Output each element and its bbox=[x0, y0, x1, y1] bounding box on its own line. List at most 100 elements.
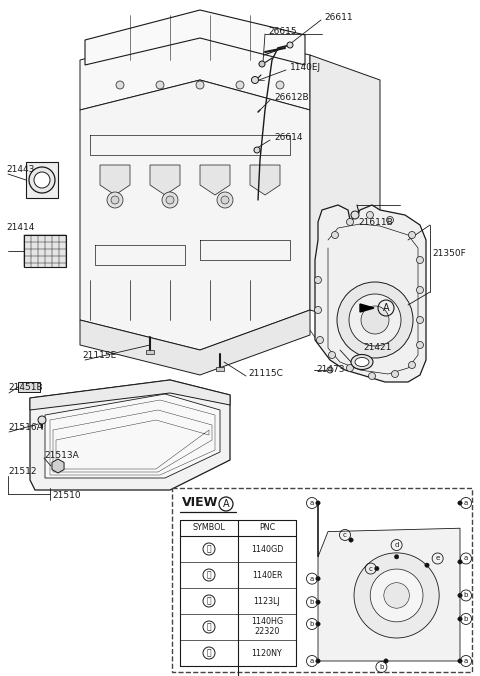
Circle shape bbox=[386, 216, 394, 224]
Text: c: c bbox=[343, 532, 347, 538]
Polygon shape bbox=[310, 55, 380, 330]
Ellipse shape bbox=[351, 354, 373, 370]
Circle shape bbox=[252, 76, 259, 84]
Polygon shape bbox=[45, 394, 220, 478]
Text: 21451B: 21451B bbox=[8, 383, 43, 392]
Text: a: a bbox=[310, 576, 314, 581]
Polygon shape bbox=[24, 235, 66, 267]
Text: a: a bbox=[464, 556, 468, 562]
Text: 21421: 21421 bbox=[363, 343, 391, 352]
Circle shape bbox=[392, 370, 398, 377]
Text: 26615: 26615 bbox=[268, 27, 297, 36]
Polygon shape bbox=[360, 304, 374, 312]
Circle shape bbox=[316, 501, 320, 505]
Circle shape bbox=[417, 287, 423, 293]
Text: c: c bbox=[369, 566, 372, 572]
Text: a: a bbox=[310, 658, 314, 664]
Circle shape bbox=[417, 341, 423, 349]
Polygon shape bbox=[80, 80, 310, 350]
Ellipse shape bbox=[355, 358, 369, 366]
Circle shape bbox=[276, 81, 284, 89]
Text: 21115C: 21115C bbox=[248, 369, 283, 378]
Text: PNC: PNC bbox=[259, 523, 275, 533]
Circle shape bbox=[337, 282, 413, 358]
Text: a: a bbox=[464, 658, 468, 664]
Text: 26611: 26611 bbox=[324, 13, 353, 22]
Circle shape bbox=[116, 81, 124, 89]
Text: b: b bbox=[310, 599, 314, 605]
Circle shape bbox=[236, 81, 244, 89]
Circle shape bbox=[316, 659, 320, 663]
Circle shape bbox=[287, 42, 293, 48]
Text: A: A bbox=[223, 499, 229, 509]
Text: 1140HG: 1140HG bbox=[251, 617, 283, 627]
Text: 1123LJ: 1123LJ bbox=[253, 596, 280, 606]
Text: ⓑ: ⓑ bbox=[207, 571, 211, 579]
Text: 21473: 21473 bbox=[316, 365, 345, 374]
Ellipse shape bbox=[29, 167, 55, 193]
Circle shape bbox=[217, 192, 233, 208]
Text: ⓔ: ⓔ bbox=[207, 648, 211, 658]
Polygon shape bbox=[216, 367, 224, 371]
Circle shape bbox=[314, 306, 322, 314]
Polygon shape bbox=[18, 382, 40, 392]
Circle shape bbox=[351, 211, 359, 219]
Circle shape bbox=[316, 577, 320, 581]
Circle shape bbox=[408, 231, 416, 239]
Circle shape bbox=[458, 560, 462, 564]
Circle shape bbox=[162, 192, 178, 208]
Text: 1120NY: 1120NY bbox=[252, 648, 282, 658]
Polygon shape bbox=[85, 10, 305, 65]
Circle shape bbox=[349, 294, 401, 346]
Text: 26612B: 26612B bbox=[274, 93, 309, 102]
Circle shape bbox=[417, 316, 423, 324]
Polygon shape bbox=[318, 503, 460, 661]
Text: 21443: 21443 bbox=[6, 165, 35, 174]
Circle shape bbox=[458, 617, 462, 621]
Circle shape bbox=[327, 367, 333, 373]
Text: 21512: 21512 bbox=[8, 467, 36, 476]
Bar bbox=[172, 488, 472, 672]
Circle shape bbox=[425, 563, 429, 567]
Circle shape bbox=[347, 364, 353, 372]
Circle shape bbox=[316, 600, 320, 604]
Text: 21516A: 21516A bbox=[8, 423, 43, 432]
Polygon shape bbox=[100, 165, 130, 195]
Circle shape bbox=[458, 659, 462, 663]
Circle shape bbox=[354, 553, 439, 638]
Text: 26614: 26614 bbox=[274, 133, 302, 142]
Circle shape bbox=[254, 147, 260, 153]
Polygon shape bbox=[200, 165, 230, 195]
Circle shape bbox=[347, 218, 353, 226]
Polygon shape bbox=[30, 380, 230, 490]
Ellipse shape bbox=[34, 172, 50, 188]
Text: SYMBOL: SYMBOL bbox=[192, 523, 226, 533]
Text: VIEW: VIEW bbox=[182, 496, 218, 509]
Circle shape bbox=[332, 231, 338, 239]
Circle shape bbox=[328, 352, 336, 358]
Text: 21350F: 21350F bbox=[432, 249, 466, 258]
Text: a: a bbox=[464, 500, 468, 506]
Circle shape bbox=[259, 61, 265, 67]
Polygon shape bbox=[80, 30, 310, 110]
Text: b: b bbox=[310, 621, 314, 627]
Circle shape bbox=[458, 594, 462, 598]
Polygon shape bbox=[26, 162, 58, 198]
Circle shape bbox=[417, 256, 423, 264]
Circle shape bbox=[316, 337, 324, 343]
Circle shape bbox=[316, 622, 320, 626]
Circle shape bbox=[369, 372, 375, 379]
Polygon shape bbox=[52, 459, 64, 473]
Text: d: d bbox=[395, 542, 399, 548]
Circle shape bbox=[166, 196, 174, 204]
Circle shape bbox=[395, 554, 399, 559]
Polygon shape bbox=[250, 165, 280, 195]
Text: a: a bbox=[310, 500, 314, 506]
Text: ⓓ: ⓓ bbox=[207, 623, 211, 631]
Circle shape bbox=[367, 212, 373, 218]
Polygon shape bbox=[146, 350, 154, 354]
Text: ⓐ: ⓐ bbox=[207, 544, 211, 554]
Circle shape bbox=[384, 583, 409, 608]
Text: 21611B: 21611B bbox=[358, 218, 393, 227]
Circle shape bbox=[156, 81, 164, 89]
